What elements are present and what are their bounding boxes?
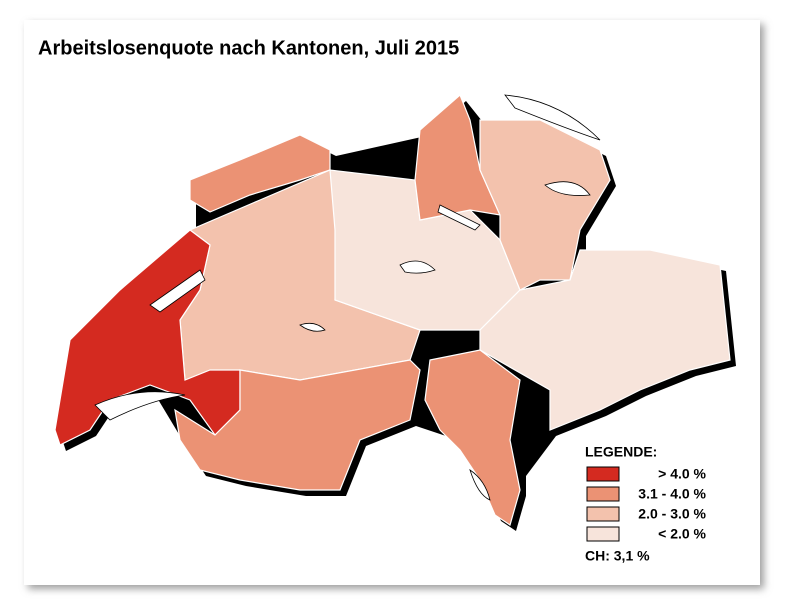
lake <box>504 94 601 141</box>
region <box>479 249 731 431</box>
map-title: Arbeitslosenquote nach Kantonen, Juli 20… <box>38 37 459 59</box>
legend-label: > 4.0 % <box>658 466 706 482</box>
legend-swatch <box>586 506 620 522</box>
legend-swatch <box>586 486 620 502</box>
legend-swatch <box>586 526 620 542</box>
legend: LEGENDE: CH: 3,1 % > 4.0 % 3.1 - 4.0 % 2.0… <box>585 444 707 564</box>
lake <box>437 204 481 231</box>
lake <box>299 322 326 332</box>
region <box>479 119 611 291</box>
region <box>189 134 331 213</box>
lake <box>149 269 206 313</box>
region <box>424 349 521 526</box>
region <box>174 359 421 491</box>
legend-swatch <box>586 466 620 482</box>
legend-label: 2.0 - 3.0 % <box>638 506 706 522</box>
legend-label: 3.1 - 4.0 % <box>638 486 706 502</box>
national-rate: CH: 3,1 % <box>585 548 650 564</box>
legend-label: < 2.0 % <box>658 526 706 542</box>
map <box>54 93 736 531</box>
legend-title: LEGENDE: <box>585 444 657 460</box>
lake <box>544 181 591 196</box>
lake <box>399 260 436 274</box>
lake <box>94 391 186 421</box>
lake <box>469 469 491 501</box>
